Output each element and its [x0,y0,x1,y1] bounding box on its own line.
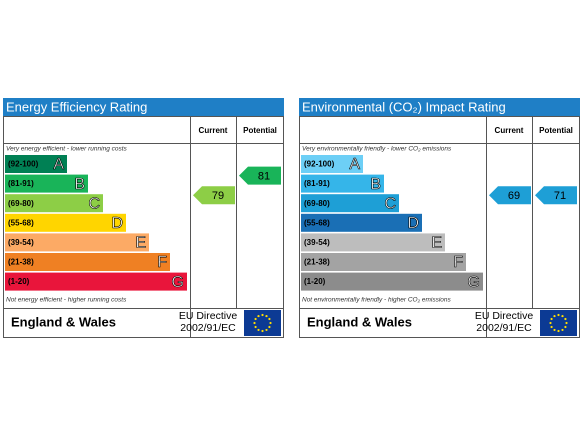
country: England & Wales [307,314,412,329]
band-letter: A [53,156,64,173]
eu-star [268,325,271,329]
band-range: (1-20) [8,277,30,286]
band-range: (92-100) [8,160,39,169]
rating-band [301,213,422,232]
band-letter: G [172,274,184,291]
eu-star [557,329,560,333]
band-letter: A [349,156,360,173]
rating-band [301,174,384,193]
band-range: (39-54) [8,238,34,247]
rating-band [5,213,126,232]
band-range: (92-100) [304,160,335,169]
rating-arrow [535,186,577,205]
eu-star [257,314,260,318]
eu-star [268,317,271,321]
rating-band [5,272,187,291]
title-bar [299,98,580,116]
eu-star [261,329,264,333]
eu-star [561,314,564,318]
directive-line: 2002/91/EC [180,322,236,334]
eu-flag [540,310,577,336]
rating-band [5,233,149,252]
rating-value: 79 [212,190,224,202]
top-note: Very environmentally friendly - lower CO… [302,146,452,153]
rating-arrow [489,186,531,205]
eu-star [553,328,556,332]
eu-star [265,328,268,332]
band-letter: D [407,215,419,232]
directive-line: EU Directive [475,310,534,322]
eu-star [564,317,567,321]
band-letter: G [468,274,480,291]
eu-star [561,328,564,332]
country: England & Wales [11,314,116,329]
band-range: (1-20) [304,277,326,286]
panel-title: Environmental (CO₂) Impact Rating [302,99,506,114]
eu-flag [244,310,281,336]
rating-arrow [193,186,235,205]
rating-band [301,272,483,291]
eu-star [557,313,560,317]
rating-band [301,233,445,252]
band-letter: F [453,254,463,271]
eu-star [550,317,553,321]
top-note: Very energy efficient - lower running co… [6,146,128,153]
bottom-note: Not energy efficient - higher running co… [6,297,127,304]
current-header: Current [199,126,228,135]
eu-star [253,321,256,325]
band-letter: C [88,195,100,212]
rating-value: 69 [508,190,520,202]
directive-line: 2002/91/EC [476,322,532,334]
directive-line: EU Directive [179,310,238,322]
rating-band [5,253,170,271]
band-range: (39-54) [304,238,330,247]
rating-band [301,155,363,173]
eu-star [257,328,260,332]
rating-band [301,194,399,213]
rating-band [5,194,103,213]
band-letter: B [370,176,381,193]
band-range: (21-38) [8,258,34,267]
eu-star [564,325,567,329]
eu-star [549,321,552,325]
band-letter: C [384,195,396,212]
band-letter: F [157,254,167,271]
rating-value: 81 [258,171,270,183]
eu-star [550,325,553,329]
bottom-note: Not environmentally friendly - higher CO… [302,297,452,304]
band-letter: B [74,176,85,193]
band-letter: E [135,235,146,252]
panel-title: Energy Efficiency Rating [6,99,147,114]
eu-star [254,317,257,321]
title-bar [3,98,284,116]
band-range: (21-38) [304,258,330,267]
potential-header: Potential [243,126,277,135]
eu-star [254,325,257,329]
rating-arrow [239,166,281,185]
eu-star [261,313,264,317]
current-header: Current [495,126,524,135]
potential-header: Potential [539,126,573,135]
band-range: (69-80) [8,199,34,208]
band-range: (81-91) [304,179,330,188]
eu-star [269,321,272,325]
eu-star [265,314,268,318]
band-letter: E [431,235,442,252]
band-range: (81-91) [8,179,34,188]
eu-star [565,321,568,325]
band-letter: D [111,215,123,232]
rating-band [301,253,466,271]
rating-band [5,174,88,193]
rating-band [5,155,67,173]
band-range: (69-80) [304,199,330,208]
band-range: (55-68) [8,218,34,227]
eu-star [553,314,556,318]
rating-value: 71 [554,190,566,202]
band-range: (55-68) [304,218,330,227]
